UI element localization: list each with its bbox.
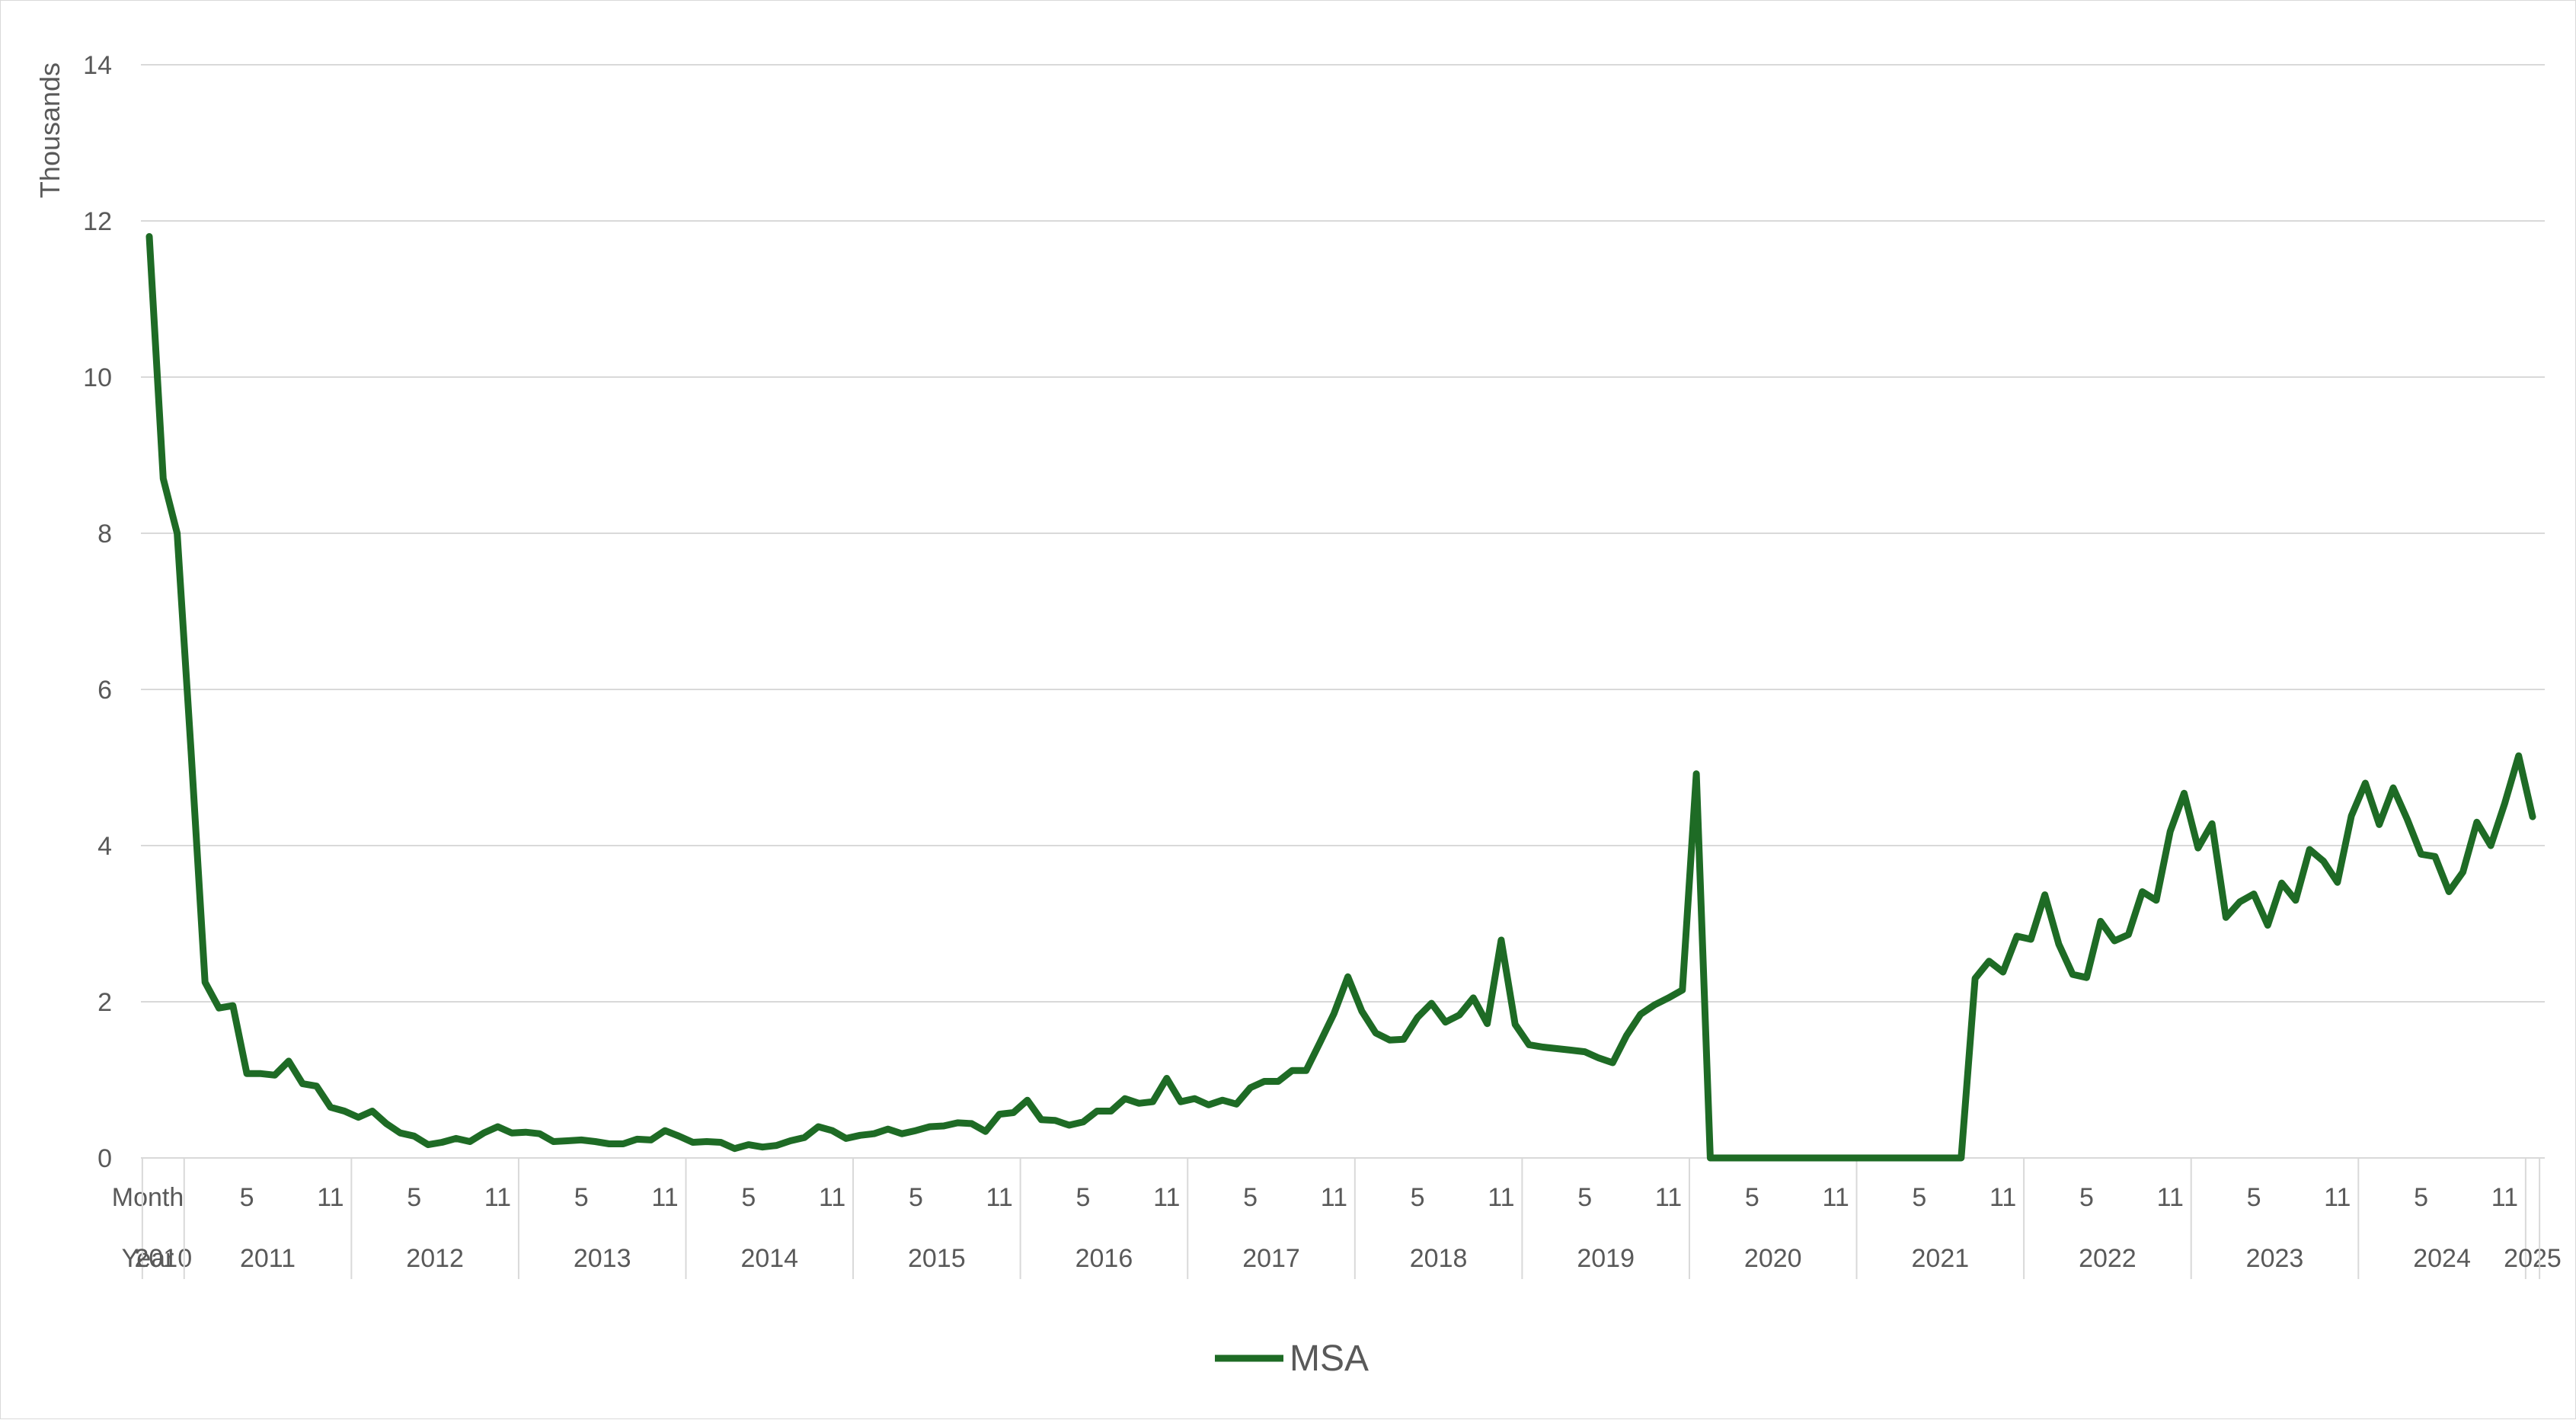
x-tick-label-year-2021: 2021 <box>1912 1244 1970 1273</box>
x-tick-label-year-2013: 2013 <box>574 1244 631 1273</box>
x-tick-label-month-2016-05: 5 <box>1076 1183 1091 1212</box>
y-tick-label-4: 4 <box>97 832 112 861</box>
x-tick-label-year-2012: 2012 <box>406 1244 464 1273</box>
x-axis-level-label-month: Month <box>112 1183 184 1212</box>
x-tick-label-month-2020-11: 11 <box>1822 1183 1849 1212</box>
x-tick-label-month-2018-05: 5 <box>1411 1183 1425 1212</box>
x-tick-label-month-2012-05: 5 <box>407 1183 421 1212</box>
x-tick-label-month-2023-11: 11 <box>2324 1183 2351 1212</box>
x-tick-label-year-2014: 2014 <box>740 1244 798 1273</box>
legend-label-msa: MSA <box>1290 1338 1369 1379</box>
x-tick-label-month-2015-05: 5 <box>909 1183 923 1212</box>
x-tick-label-month-2024-05: 5 <box>2414 1183 2428 1212</box>
x-axis: Month Year 5 11 5 11 5 11 5 11 5 11 5 11 5 11 5 11 5 11 5 11 5… <box>112 1157 2562 1279</box>
x-tick-label-month-2023-05: 5 <box>2247 1183 2261 1212</box>
series-line-msa <box>145 233 2536 1162</box>
legend: MSA <box>1215 1338 1369 1379</box>
x-tick-label-month-2012-11: 11 <box>484 1183 511 1212</box>
x-tick-label-month-2021-11: 11 <box>1990 1183 2016 1212</box>
x-tick-label-month-2019-05: 5 <box>1577 1183 1592 1212</box>
x-tick-label-year-2016: 2016 <box>1075 1244 1133 1273</box>
x-tick-label-month-2016-11: 11 <box>1153 1183 1180 1212</box>
x-tick-label-month-2011-05: 5 <box>240 1183 254 1212</box>
x-tick-label-year-2018: 2018 <box>1410 1244 1468 1273</box>
x-tick-label-month-2018-11: 11 <box>1488 1183 1514 1212</box>
x-tick-label-year-2022: 2022 <box>2079 1244 2137 1273</box>
x-tick-label-month-2017-05: 5 <box>1243 1183 1258 1212</box>
x-tick-label-year-2025: 2025 <box>2504 1244 2562 1273</box>
y-tick-label-12: 12 <box>83 207 112 236</box>
x-tick-label-year-2019: 2019 <box>1577 1244 1635 1273</box>
y-tick-label-2: 2 <box>97 988 112 1017</box>
x-tick-label-month-2015-11: 11 <box>986 1183 1013 1212</box>
x-tick-label-month-2013-11: 11 <box>651 1183 678 1212</box>
x-tick-label-month-2014-05: 5 <box>741 1183 756 1212</box>
x-tick-label-month-2024-11: 11 <box>2491 1183 2518 1212</box>
x-tick-label-month-2014-11: 11 <box>819 1183 845 1212</box>
x-tick-label-year-2015: 2015 <box>908 1244 966 1273</box>
y-axis-title: Thousands <box>34 62 66 198</box>
x-tick-label-month-2013-05: 5 <box>574 1183 589 1212</box>
x-tick-label-month-2017-11: 11 <box>1321 1183 1347 1212</box>
x-axis-level-label-year: Year <box>122 1244 174 1273</box>
y-axis: 0 2 4 6 8 10 12 14 <box>83 51 112 1173</box>
x-tick-label-year-2011: 2011 <box>240 1244 296 1273</box>
x-tick-label-year-2020: 2020 <box>1744 1244 1802 1273</box>
y-tick-label-0: 0 <box>97 1144 112 1173</box>
y-tick-label-8: 8 <box>97 520 112 548</box>
x-tick-label-year-2017: 2017 <box>1242 1244 1300 1273</box>
x-tick-label-year-2010: 2010 <box>134 1244 192 1273</box>
x-tick-label-month-2022-05: 5 <box>2079 1183 2094 1212</box>
gridlines <box>141 64 2545 1003</box>
y-tick-label-14: 14 <box>83 51 112 80</box>
x-tick-label-month-2020-05: 5 <box>1745 1183 1759 1212</box>
y-tick-label-6: 6 <box>97 676 112 705</box>
x-tick-label-month-2021-05: 5 <box>1912 1183 1926 1212</box>
x-tick-label-year-2023: 2023 <box>2246 1244 2304 1273</box>
plot-area <box>145 233 2536 1162</box>
x-tick-label-month-2022-11: 11 <box>2157 1183 2184 1212</box>
x-tick-label-month-2011-11: 11 <box>317 1183 344 1212</box>
y-tick-label-10: 10 <box>83 363 112 392</box>
x-tick-label-year-2024: 2024 <box>2413 1244 2471 1273</box>
x-tick-label-month-2019-11: 11 <box>1655 1183 1682 1212</box>
